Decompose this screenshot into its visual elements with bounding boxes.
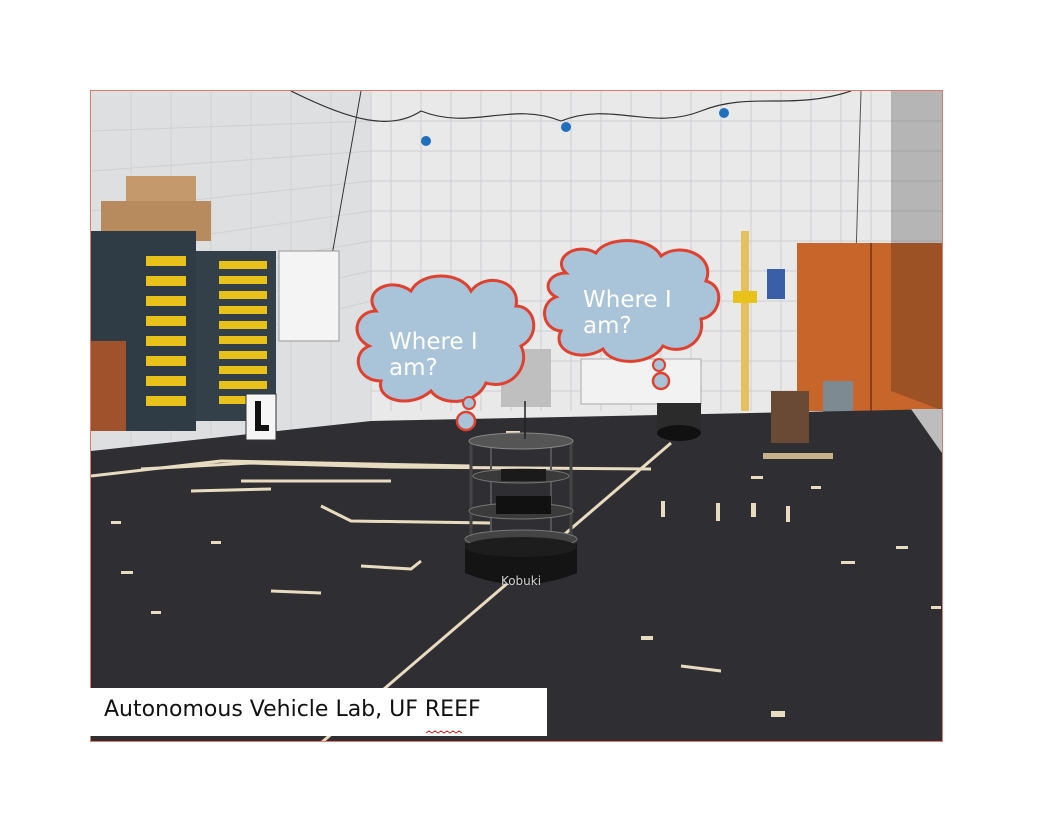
thought-bubble-right [543,239,721,391]
thought-bubble-text-left: Where I am? [389,329,478,381]
lab-photo: Kobuki Where I am? Where I am? [90,90,943,742]
spellcheck-underline [426,730,462,734]
thought-bubble-left [355,274,536,432]
robot-brand-label: Kobuki [501,574,541,588]
photo-caption: Autonomous Vehicle Lab, UF REEF [104,697,481,722]
thought-bubble-text-right: Where I am? [583,287,672,339]
caption-box: Autonomous Vehicle Lab, UF REEF [90,688,547,736]
